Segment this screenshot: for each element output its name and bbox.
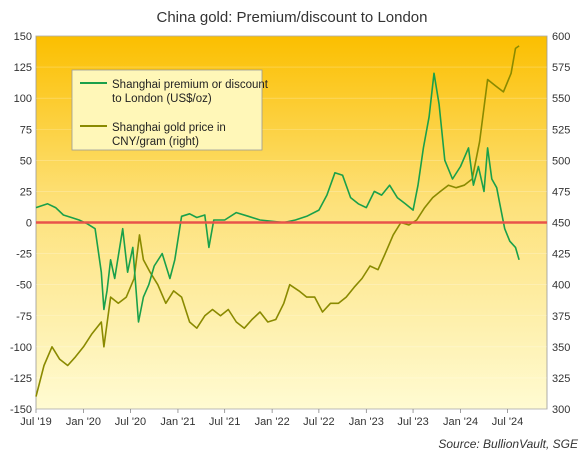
- y-left-tick-label: 25: [20, 186, 32, 198]
- x-tick-label: Jul '20: [115, 416, 146, 428]
- x-tick-label: Jul '19: [20, 416, 51, 428]
- y-left-tick-label: -125: [10, 373, 32, 385]
- y-left-tick-label: -50: [16, 280, 32, 292]
- left-axis-ticks: 150 125 100 75 50 25 0 -25 -50 -75 -100 -125 -150: [10, 31, 32, 416]
- x-tick-label: Jan '22: [255, 416, 290, 428]
- x-tick-label: Jan '23: [349, 416, 384, 428]
- x-tick-label: Jul '22: [303, 416, 334, 428]
- legend-label-cny-price-line1: Shanghai gold price in: [112, 122, 226, 134]
- legend-label-premium-line1: Shanghai premium or discount: [112, 79, 269, 91]
- legend-label-cny-price: Shanghai gold price in CNY/gram (right): [112, 122, 229, 148]
- y-left-tick-label: -25: [16, 249, 32, 261]
- x-tick-label: Jul '24: [492, 416, 523, 428]
- y-right-tick-label: 575: [552, 62, 570, 74]
- legend-label-premium: Shanghai premium or discount to London (…: [112, 79, 271, 105]
- y-right-tick-label: 525: [552, 124, 570, 136]
- y-left-tick-label: 0: [26, 218, 32, 230]
- y-right-tick-label: 375: [552, 311, 570, 323]
- y-left-tick-label: 150: [14, 31, 32, 43]
- y-left-tick-label: 75: [20, 124, 32, 136]
- y-right-tick-label: 550: [552, 93, 570, 105]
- y-right-tick-label: 300: [552, 404, 570, 416]
- y-right-tick-label: 325: [552, 373, 570, 385]
- y-left-tick-label: -150: [10, 404, 32, 416]
- y-left-tick-label: 125: [14, 62, 32, 74]
- x-tick-label: Jan '24: [443, 416, 478, 428]
- y-right-tick-label: 500: [552, 155, 570, 167]
- y-right-tick-label: 400: [552, 280, 570, 292]
- source-note: Source: BullionVault, SGE: [438, 437, 579, 451]
- right-axis-ticks: 600 575 550 525 500 475 450 425 400 375 350 325 300: [552, 31, 570, 416]
- chart-title: China gold: Premium/discount to London: [157, 9, 428, 26]
- x-tick-label: Jul '23: [397, 416, 428, 428]
- y-right-tick-label: 350: [552, 342, 570, 354]
- y-left-tick-label: -100: [10, 342, 32, 354]
- x-tick-label: Jul '21: [209, 416, 240, 428]
- y-left-tick-label: 50: [20, 155, 32, 167]
- series-cny-price-line: [35, 45, 520, 397]
- y-left-tick-label: -75: [16, 311, 32, 323]
- y-right-tick-label: 425: [552, 249, 570, 261]
- x-tick-label: Jan '20: [66, 416, 101, 428]
- y-right-tick-label: 450: [552, 218, 570, 230]
- legend-label-premium-line2: to London (US$/oz): [112, 93, 212, 105]
- y-left-tick-label: 100: [14, 93, 32, 105]
- legend-label-cny-price-line2: CNY/gram (right): [112, 136, 199, 148]
- x-axis-ticks: Jul '19 Jan '20 Jul '20 Jan '21 Jul '21 Jan '…: [20, 409, 523, 428]
- x-tick-label: Jan '21: [160, 416, 195, 428]
- y-right-tick-label: 600: [552, 31, 570, 43]
- legend: Shanghai premium or discount to London (…: [71, 69, 271, 151]
- y-right-tick-label: 475: [552, 186, 570, 198]
